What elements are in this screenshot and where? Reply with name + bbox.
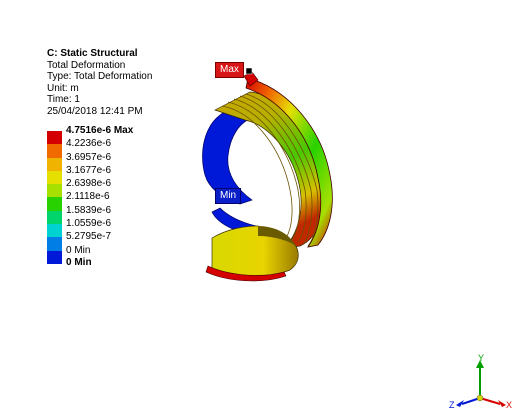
- legend-label: 4.2236e-6: [66, 138, 112, 150]
- y-axis-label: Y: [478, 353, 484, 363]
- legend-swatch: [47, 157, 62, 171]
- lower-band: [211, 225, 299, 277]
- legend-swatch: [47, 250, 62, 264]
- legend-swatch: [47, 210, 62, 225]
- x-axis-label: X: [506, 400, 512, 410]
- legend-swatch: [47, 144, 62, 158]
- min-probe-label[interactable]: Min: [215, 188, 242, 204]
- probe-marker: [245, 67, 253, 75]
- result-info: C: Static Structural Total Deformation T…: [47, 48, 152, 117]
- legend-swatch: [47, 184, 62, 198]
- legend-label: 3.1677e-6: [66, 164, 112, 176]
- legend-label: 2.6398e-6: [66, 178, 112, 190]
- legend-label: 2.1118e-6: [66, 191, 110, 203]
- legend-min-label: 0 Min: [66, 257, 92, 268]
- legend-swatch: [47, 224, 62, 238]
- result-type: Type: Total Deformation: [47, 71, 153, 82]
- result-timestamp: 25/04/2018 12:41 PM: [47, 105, 143, 117]
- lower-shadow: [258, 226, 296, 246]
- legend-swatch: [47, 197, 62, 211]
- legend-swatch: [47, 237, 62, 251]
- result-unit: Unit: m: [47, 82, 79, 94]
- legend-label: 3.6957e-6: [66, 151, 112, 163]
- result-name: Total Deformation: [47, 59, 126, 71]
- legend-max-label: 4.7516e-6 Max: [66, 125, 134, 136]
- legend-label: 1.0559e-6: [66, 218, 112, 230]
- lower-red-edge: [205, 265, 287, 282]
- legend-swatch: [47, 170, 62, 185]
- max-probe-label[interactable]: Max: [215, 62, 244, 78]
- ribs: [221, 93, 319, 247]
- legend-label: 0 Min: [66, 244, 91, 256]
- result-time: Time: 1: [47, 94, 80, 105]
- legend-label: 1.5839e-6: [66, 204, 112, 216]
- blue-inner-region: [202, 107, 253, 205]
- analysis-title: C: Static Structural: [47, 48, 138, 59]
- axis-triad[interactable]: Y X Z: [448, 352, 514, 412]
- legend-label: 5.2795e-7: [66, 231, 112, 243]
- legend-swatch: [47, 131, 62, 145]
- outer-arc: [245, 77, 333, 248]
- z-axis-label: Z: [449, 400, 455, 410]
